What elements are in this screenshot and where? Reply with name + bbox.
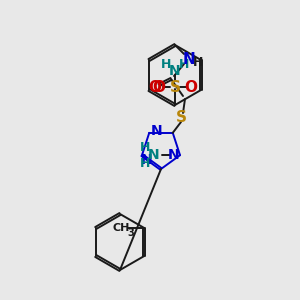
Text: CH: CH: [112, 223, 130, 233]
Text: H: H: [179, 58, 189, 71]
Text: H: H: [161, 58, 171, 71]
Text: N: N: [168, 148, 180, 162]
Text: 3: 3: [128, 228, 135, 238]
Text: H: H: [193, 56, 203, 68]
Text: S: S: [169, 80, 181, 94]
Text: O: O: [152, 80, 166, 94]
Text: O: O: [184, 80, 197, 94]
Text: N: N: [169, 64, 181, 78]
Text: H: H: [140, 141, 150, 154]
Text: H: H: [140, 157, 150, 170]
Text: N: N: [148, 148, 160, 162]
Text: N: N: [150, 124, 162, 138]
Text: N: N: [141, 153, 153, 167]
Text: O: O: [148, 80, 161, 94]
Text: S: S: [176, 110, 187, 124]
Text: N: N: [183, 52, 195, 67]
